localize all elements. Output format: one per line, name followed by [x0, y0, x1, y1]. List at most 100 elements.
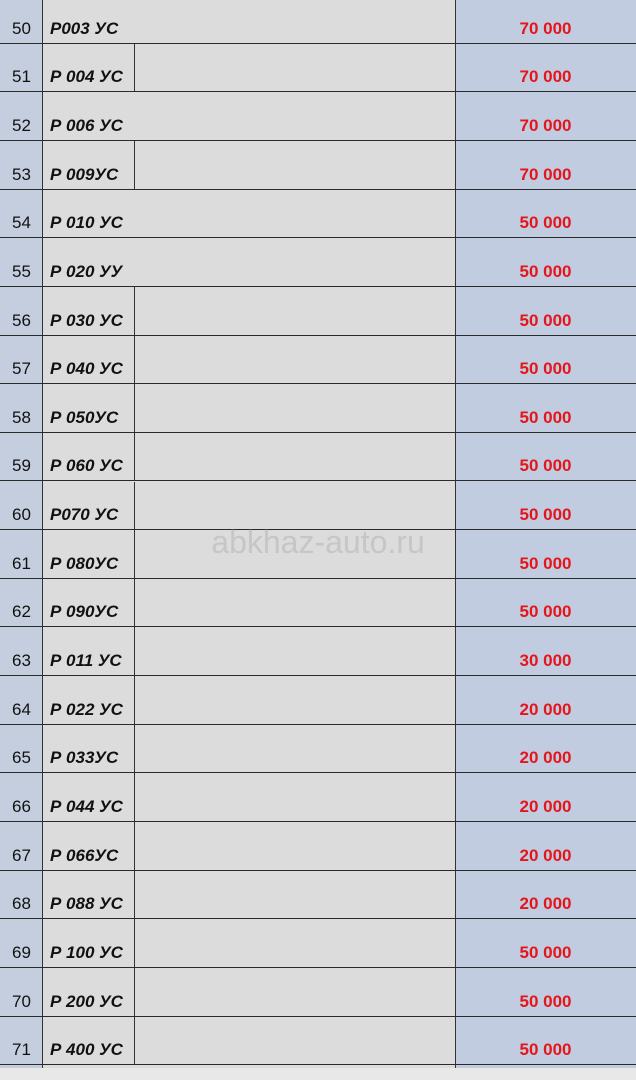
plate-number: Р 088 УС [50, 894, 123, 914]
price: 50 000 [519, 991, 572, 1011]
row-number: 52 [12, 115, 31, 135]
cell-divider [134, 530, 135, 578]
plate-number: Р 030 УС [50, 310, 123, 330]
row-number: 66 [12, 797, 31, 817]
price: 20 000 [519, 748, 572, 768]
plate-number: Р 011 УС [50, 651, 122, 671]
cell-divider [134, 870, 135, 919]
row-number: 59 [12, 456, 31, 476]
row-number: 68 [12, 894, 31, 914]
table-row: 63 Р 011 УС 30 000 [0, 627, 636, 677]
cell-divider [134, 384, 135, 432]
table-row: 50 Р003 УС 70 000 [0, 0, 636, 44]
plate-number: Р 060 УС [50, 456, 123, 476]
row-number-column [0, 0, 43, 1080]
plate-number: Р 006 УС [50, 115, 123, 135]
table-row: 65 Р 033УС 20 000 [0, 724, 636, 774]
price: 50 000 [519, 261, 572, 281]
price: 50 000 [519, 359, 572, 379]
table-row: 55 Р 020 УУ 50 000 [0, 238, 636, 287]
table-row: 57 Р 040 УС 50 000 [0, 335, 636, 385]
table-row: 59 Р 060 УС 50 000 [0, 432, 636, 482]
plate-number: Р 033УС [50, 748, 119, 768]
table-row: 53 Р 009УС 70 000 [0, 140, 636, 190]
price: 50 000 [519, 553, 572, 573]
row-number: 51 [12, 67, 31, 87]
cell-divider [134, 286, 135, 335]
price: 20 000 [519, 797, 572, 817]
plate-number: Р 044 УС [50, 797, 123, 817]
row-number: 56 [12, 310, 31, 330]
row-number: 64 [12, 699, 31, 719]
table-row: 71 Р 400 УС 50 000 [0, 1016, 636, 1066]
price: 50 000 [519, 456, 572, 476]
price: 70 000 [519, 18, 572, 38]
cell-divider [134, 919, 135, 967]
cell-divider [134, 968, 135, 1016]
price: 20 000 [519, 845, 572, 865]
cell-divider [134, 140, 135, 189]
table-row: 68 Р 088 УС 20 000 [0, 870, 636, 920]
row-number: 63 [12, 651, 31, 671]
price: 50 000 [519, 213, 572, 233]
row-number: 71 [12, 1040, 31, 1060]
table-row: 61 Р 080УС 50 000 [0, 530, 636, 579]
table-row: 52 Р 006 УС 70 000 [0, 92, 636, 141]
price: 50 000 [519, 1040, 572, 1060]
price: 30 000 [519, 651, 572, 671]
row-number: 58 [12, 407, 31, 427]
plate-number: Р 080УС [50, 553, 119, 573]
price: 50 000 [519, 942, 572, 962]
plate-number: Р 090УС [50, 602, 119, 622]
table-row: 54 Р 010 УС 50 000 [0, 190, 636, 239]
price: 50 000 [519, 407, 572, 427]
plate-number: Р 022 УС [50, 699, 123, 719]
cell-divider [134, 432, 135, 481]
cell-divider [134, 724, 135, 773]
row-number: 67 [12, 845, 31, 865]
cell-divider [134, 1016, 135, 1065]
table-row: 67 Р 066УС 20 000 [0, 822, 636, 871]
plate-number: Р 020 УУ [50, 261, 123, 281]
bottom-strip [0, 1068, 636, 1080]
price: 70 000 [519, 67, 572, 87]
plate-number: Р 009УС [50, 164, 119, 184]
cell-divider [134, 773, 135, 822]
plate-number: Р 040 УС [50, 359, 123, 379]
plate-number: Р070 УС [50, 505, 119, 525]
row-number: 62 [12, 602, 31, 622]
cell-divider [134, 43, 135, 92]
watermark: abkhaz-auto.ru [211, 524, 425, 560]
plate-number: Р 200 УС [50, 991, 123, 1011]
table-row: 69 Р 100 УС 50 000 [0, 919, 636, 968]
price: 50 000 [519, 505, 572, 525]
plate-number: Р003 УС [50, 18, 119, 38]
price: 70 000 [519, 115, 572, 135]
row-number: 55 [12, 261, 31, 281]
cell-divider [134, 578, 135, 627]
plate-number: Р 004 УС [50, 67, 123, 87]
table-row: 56 Р 030 УС 50 000 [0, 286, 636, 336]
cell-divider [134, 481, 135, 530]
price: 50 000 [519, 602, 572, 622]
table-row: 64 Р 022 УС 20 000 [0, 676, 636, 725]
table-row: 60 Р070 УС 50 000 [0, 481, 636, 531]
row-number: 69 [12, 942, 31, 962]
table-row: 58 Р 050УС 50 000 [0, 384, 636, 433]
row-number: 50 [12, 18, 31, 38]
row-number: 65 [12, 748, 31, 768]
price: 70 000 [519, 164, 572, 184]
price: 50 000 [519, 310, 572, 330]
table-row: 51 Р 004 УС 70 000 [0, 43, 636, 93]
table-row: 66 Р 044 УС 20 000 [0, 773, 636, 823]
row-number: 57 [12, 359, 31, 379]
row-number: 53 [12, 164, 31, 184]
row-number: 54 [12, 213, 31, 233]
price: 20 000 [519, 894, 572, 914]
price-column [455, 0, 636, 1080]
plate-number: Р 066УС [50, 845, 119, 865]
plate-number: Р 100 УС [50, 942, 123, 962]
row-number: 61 [12, 553, 31, 573]
price: 20 000 [519, 699, 572, 719]
